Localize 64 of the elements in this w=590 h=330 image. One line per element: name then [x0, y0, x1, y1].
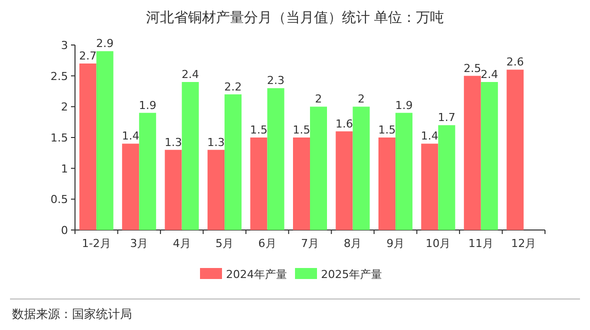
bar: [480, 82, 498, 230]
data-label: 1.5: [292, 124, 310, 136]
data-label: 1.3: [164, 136, 182, 149]
y-tick-label: 3: [61, 39, 68, 52]
x-tick-label: 9月: [386, 237, 404, 250]
data-label: 1.7: [438, 111, 456, 124]
x-tick-label: 5月: [216, 237, 234, 250]
data-label: 2.6: [506, 56, 524, 69]
y-tick-label: 1.5: [50, 132, 68, 144]
source-note: 数据来源：国家统计局: [12, 307, 132, 321]
x-tick-label: 8月: [344, 237, 362, 250]
data-label: 1.5: [250, 124, 268, 136]
y-tick-label: 1: [61, 162, 68, 176]
bar: [464, 76, 481, 230]
y-tick-label: 0: [61, 224, 68, 237]
bar: [79, 64, 96, 230]
bar: [96, 51, 114, 230]
data-label: 2.4: [480, 68, 498, 81]
legend-label: 2025年产量: [321, 268, 382, 281]
x-tick-label: 4月: [172, 237, 191, 250]
data-label: 2.9: [96, 37, 114, 50]
bar: [293, 138, 310, 230]
x-tick-label: 6月: [258, 237, 276, 250]
data-label: 2.7: [79, 50, 97, 62]
data-label: 2.4: [182, 68, 200, 81]
bar: [352, 106, 370, 230]
data-label: 1.9: [138, 98, 156, 112]
bar: [438, 125, 456, 230]
bar: [421, 144, 438, 230]
bar: [164, 150, 182, 230]
bar: [208, 150, 225, 230]
bar: [395, 112, 412, 230]
x-tick-label: 3月: [130, 237, 148, 250]
legend-label: 2024年产量: [226, 268, 287, 281]
data-label: 2: [315, 92, 322, 106]
data-label: 1.5: [378, 124, 396, 136]
data-label: 2.3: [267, 74, 285, 88]
data-label: 1.4: [122, 130, 140, 143]
bar: [182, 82, 199, 230]
data-label: 2: [358, 92, 365, 106]
x-tick-label: 1-2月: [82, 237, 111, 250]
x-tick-label: 10月: [426, 237, 451, 250]
data-label: 2.2: [224, 80, 242, 94]
bar: [336, 131, 353, 230]
bar: [506, 70, 524, 230]
x-tick-label: 7月: [301, 237, 319, 250]
bar: [122, 144, 140, 230]
chart-title: 河北省铜材产量分月（当月值）统计 单位：万吨: [146, 10, 444, 26]
bar: [267, 88, 284, 230]
bar: [139, 112, 156, 230]
x-tick-label: 11月: [468, 237, 494, 250]
data-label: 1.9: [395, 98, 413, 112]
bar: [310, 106, 327, 230]
y-tick-label: 2: [61, 100, 68, 114]
bar: [250, 138, 268, 230]
data-label: 1.4: [420, 130, 438, 143]
data-label: 2.5: [464, 62, 482, 75]
bar: [224, 94, 242, 230]
y-tick-label: 0.5: [50, 193, 68, 206]
data-label: 1.3: [207, 136, 225, 149]
x-tick-label: 12月: [511, 237, 536, 250]
y-tick-label: 2.5: [50, 70, 68, 83]
data-label: 1.6: [335, 117, 353, 130]
bar: [378, 138, 396, 230]
